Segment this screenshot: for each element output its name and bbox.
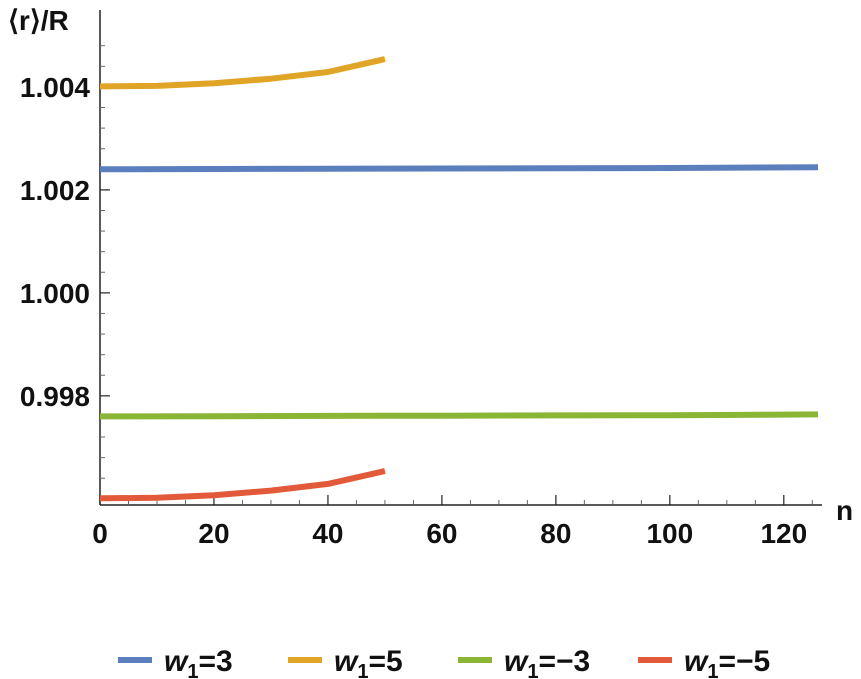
series-line-1 [99, 164, 819, 173]
x-tick-label: 100 [646, 518, 693, 549]
x-tick-label: 60 [426, 518, 457, 549]
legend-label-4: w1=−5 [684, 645, 770, 679]
legend-value: =5 [368, 645, 402, 678]
x-tick-label: 120 [760, 518, 807, 549]
y-axis-title: ⟨r⟩/R [8, 5, 69, 36]
legend-label-1: w1=3 [164, 645, 233, 679]
legend-value: =−5 [718, 645, 770, 678]
legend-subscript: 1 [527, 661, 538, 679]
legend-value: =−3 [538, 645, 590, 678]
legend: w1=3 w1=5 w1=−3 w1=−5 [118, 645, 770, 679]
legend-label-3: w1=−3 [504, 645, 590, 679]
x-axis-title: n [836, 495, 853, 526]
axes: 0 20 40 60 80 100 120 0.998 1.000 1.002 1.004 ⟨r⟩/R… [8, 5, 853, 549]
x-tick-label: 20 [198, 518, 229, 549]
series-line-2 [99, 56, 386, 90]
x-tick-label: 0 [92, 518, 108, 549]
legend-value: =3 [198, 645, 232, 678]
legend-var: w [164, 645, 189, 678]
legend-var: w [504, 645, 529, 678]
y-tick-label: 1.004 [20, 72, 90, 103]
legend-subscript: 1 [707, 661, 718, 679]
legend-subscript: 1 [357, 661, 368, 679]
series-layer [99, 56, 819, 502]
x-tick-label: 40 [312, 518, 343, 549]
y-tick-label: 1.000 [20, 278, 90, 309]
y-tick-label: 1.002 [20, 175, 90, 206]
x-tick-label: 80 [540, 518, 571, 549]
series-line-4 [99, 468, 386, 502]
legend-var: w [684, 645, 709, 678]
legend-subscript: 1 [187, 661, 198, 679]
y-tick-label: 0.998 [20, 381, 90, 412]
legend-var: w [334, 645, 359, 678]
legend-label-2: w1=5 [334, 645, 403, 679]
series-line-3 [99, 411, 819, 420]
